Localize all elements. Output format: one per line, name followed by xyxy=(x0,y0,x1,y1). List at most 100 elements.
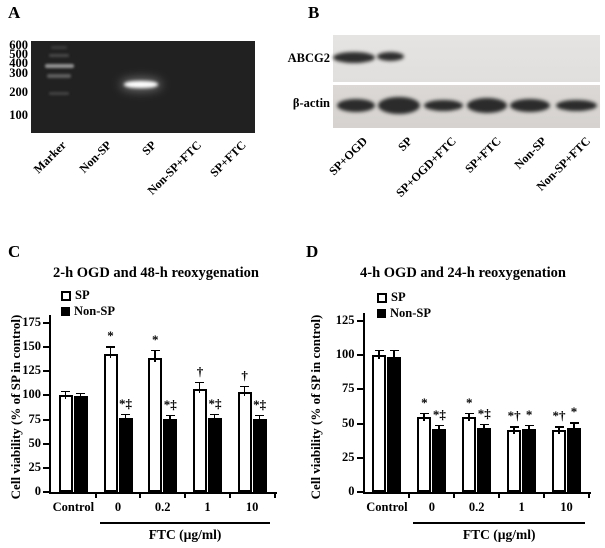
y-tick xyxy=(356,456,363,459)
blot-lane-label: Non-SP xyxy=(511,134,549,172)
y-tick xyxy=(356,491,363,493)
error-cap xyxy=(389,349,399,352)
panel-d-title: 4-h OGD and 24-h reoxygenation xyxy=(360,265,566,281)
error-bar xyxy=(169,414,171,423)
y-tick-label: 150 xyxy=(22,339,41,354)
abcg2-band-SP xyxy=(376,51,404,61)
actin-band-Non-SP xyxy=(510,98,550,112)
ladder-label: 300 xyxy=(9,66,28,81)
y-tick-label: 50 xyxy=(342,415,355,430)
bar-sp xyxy=(552,430,567,492)
blot-lane-label: SP+FTC xyxy=(462,134,504,176)
x-tick xyxy=(498,494,501,498)
error-cap xyxy=(554,426,564,428)
legend-item-nonsp: Non-SP xyxy=(61,304,115,320)
error-bar xyxy=(393,349,395,361)
y-tick xyxy=(43,418,49,421)
y-tick xyxy=(356,354,363,357)
panel-b-letter: B xyxy=(308,3,320,22)
panel-a-gel: 600 500 400 300 200 100 Marker Non-SP SP Non-SP+F… xyxy=(2,34,298,219)
significance-annotation: * xyxy=(107,328,114,344)
bar-non-sp xyxy=(522,429,537,492)
sp-legend-label: SP xyxy=(391,290,406,305)
y-tick xyxy=(43,491,49,493)
bar-non-sp xyxy=(387,356,402,492)
significance-annotation: *† xyxy=(507,408,521,424)
significance-annotation: *‡ xyxy=(432,406,446,422)
error-cap xyxy=(195,381,205,384)
significance-annotation: *‡ xyxy=(253,396,267,412)
error-cap xyxy=(509,426,519,428)
sp-legend-swatch xyxy=(61,290,71,301)
y-tick-label: 125 xyxy=(22,363,41,378)
error-cap xyxy=(255,414,265,417)
error-bar xyxy=(573,422,575,432)
bar-non-sp xyxy=(118,417,133,492)
error-cap xyxy=(210,413,220,416)
error-bar xyxy=(124,413,127,422)
x-axis-title: FTC (µg/ml) xyxy=(148,527,222,542)
error-cap xyxy=(240,385,250,388)
error-bar xyxy=(198,381,201,393)
abcg2-band-SP+OGD xyxy=(333,51,375,63)
bar-sp xyxy=(58,395,73,492)
nonsp-legend-label: Non-SP xyxy=(74,303,115,318)
significance-annotation: † xyxy=(241,367,248,383)
x-tick xyxy=(273,494,276,498)
error-bar xyxy=(64,390,67,400)
bar-non-sp xyxy=(207,417,222,492)
abcg2-row-label: ABCG2 xyxy=(287,51,330,65)
bar-non-sp xyxy=(73,396,88,492)
error-bar xyxy=(243,385,246,396)
ladder-label: 400 xyxy=(9,56,28,71)
y-tick xyxy=(43,466,49,469)
gel-lane-label: SP+FTC xyxy=(206,138,249,180)
y-axis xyxy=(49,314,51,494)
error-cap xyxy=(524,424,534,427)
actin-band-Non-SP+FTC xyxy=(555,99,597,111)
beta-actin-row-label: β-actin xyxy=(292,96,330,110)
actin-band-SP+OGD xyxy=(337,98,375,112)
error-cap xyxy=(106,346,116,348)
error-bar xyxy=(438,424,440,434)
error-bar xyxy=(213,413,216,422)
significance-annotation: *‡ xyxy=(477,405,491,421)
panel-a-letter: A xyxy=(8,3,21,22)
error-cap xyxy=(419,412,429,415)
x-tick-label: 10 xyxy=(245,500,259,514)
error-bar xyxy=(109,346,112,358)
gel-lane-label: SP xyxy=(139,138,159,158)
y-tick-label: 100 xyxy=(335,347,355,362)
significance-annotation: *‡ xyxy=(163,396,177,412)
panel-d-letter: D xyxy=(306,242,319,261)
y-tick-label: 50 xyxy=(28,435,42,450)
significance-annotation: *‡ xyxy=(119,395,133,411)
nonsp-legend-swatch xyxy=(377,308,386,318)
panel-b-blot: ABCG2 β-actin SP+OGD SP SP+OGD+FTC SP+FTC No… xyxy=(288,30,605,214)
error-bar xyxy=(528,424,530,434)
x-tick-label: 0 xyxy=(428,500,435,514)
significance-annotation: *† xyxy=(552,408,566,424)
error-cap xyxy=(479,423,489,426)
x-axis-title: FTC (µg/ml) xyxy=(462,527,536,542)
significance-annotation: * xyxy=(570,404,578,420)
significance-annotation: * xyxy=(525,406,533,422)
actin-band-SP xyxy=(378,96,420,114)
significance-annotation: * xyxy=(466,394,473,410)
x-tick xyxy=(228,494,231,498)
error-cap xyxy=(150,349,160,352)
y-tick xyxy=(356,388,363,391)
marker-band-400 xyxy=(44,63,74,69)
marker-band-300 xyxy=(47,74,71,78)
error-bar xyxy=(483,423,485,432)
error-cap xyxy=(374,349,384,352)
gel-lane-label: Marker xyxy=(31,138,70,177)
significance-annotation: † xyxy=(196,363,204,379)
x-tick-label: 0 xyxy=(114,500,122,514)
error-bar xyxy=(423,412,425,421)
x-tick xyxy=(543,494,546,498)
gel-lane-label: Non-SP xyxy=(76,138,114,176)
ladder-label: 600 xyxy=(9,37,28,52)
bar-sp xyxy=(372,355,387,492)
y-tick-label: 25 xyxy=(28,459,42,474)
